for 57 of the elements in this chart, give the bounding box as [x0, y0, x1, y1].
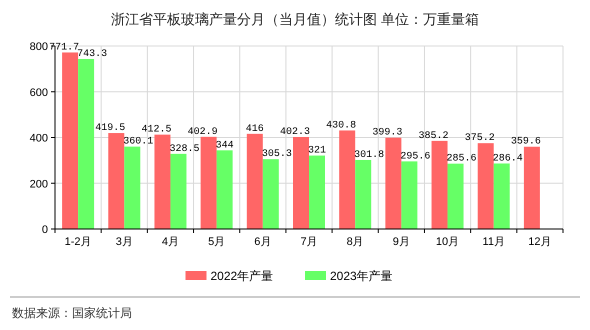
bar [262, 159, 279, 229]
data-label: 743.3 [77, 48, 108, 60]
bar [309, 156, 325, 229]
bar [293, 136, 309, 229]
y-tick-label: 0 [42, 224, 48, 236]
bar [478, 143, 494, 229]
bar [339, 130, 356, 229]
data-label: 399.3 [372, 128, 402, 139]
data-label: 360.1 [123, 136, 154, 148]
y-tick-label: 400 [30, 132, 48, 144]
bar [124, 146, 140, 229]
bar [216, 150, 233, 229]
bar [524, 146, 540, 229]
data-label: 430.8 [326, 120, 356, 132]
bar [494, 163, 510, 229]
data-label: 328.5 [169, 144, 200, 155]
y-tick-label: 200 [30, 178, 48, 190]
data-label: 412.5 [141, 124, 172, 136]
data-label: 375.2 [464, 133, 495, 144]
bar [62, 52, 78, 229]
data-label: 419.5 [95, 123, 126, 134]
data-label: 305.3 [262, 149, 292, 160]
bar [246, 134, 263, 229]
chart-title: 浙江省平板玻璃产量分月（当月值）统计图 单位：万重量箱 [111, 11, 479, 27]
x-tick-label: 9月 [392, 236, 410, 248]
bar [432, 140, 448, 229]
bar [355, 160, 372, 229]
x-tick-label: 12月 [528, 236, 552, 248]
bar [448, 164, 464, 229]
bar [200, 136, 217, 229]
x-tick-label: 1-2月 [64, 236, 92, 248]
x-tick-label: 11月 [482, 236, 505, 248]
data-label: 385.2 [418, 130, 449, 142]
data-label: 402.9 [188, 126, 218, 138]
data-label: 416 [246, 124, 264, 135]
x-tick-label: 8月 [346, 236, 364, 248]
legend-label: 2022年产量 [210, 269, 274, 283]
data-label: 359.6 [510, 136, 541, 148]
legend-label: 2023年产量 [330, 269, 393, 283]
x-tick-label: 4月 [162, 236, 180, 248]
x-tick-label: 10月 [436, 236, 460, 248]
bar [385, 138, 402, 229]
x-tick-label: 3月 [116, 236, 133, 248]
bar [78, 58, 94, 229]
data-label: 286.4 [492, 153, 523, 164]
x-tick-label: 5月 [208, 236, 226, 248]
data-label: 402.3 [280, 126, 310, 138]
bar [170, 154, 186, 229]
y-tick-label: 800 [30, 41, 48, 53]
data-label: 295.6 [400, 151, 430, 162]
bar [108, 133, 124, 229]
x-tick-label: 6月 [254, 236, 272, 248]
bar [401, 161, 418, 229]
bar [154, 134, 170, 229]
source-note: 数据来源：国家统计局 [12, 306, 132, 320]
x-tick-label: 7月 [300, 236, 318, 248]
y-tick-label: 600 [30, 86, 48, 99]
